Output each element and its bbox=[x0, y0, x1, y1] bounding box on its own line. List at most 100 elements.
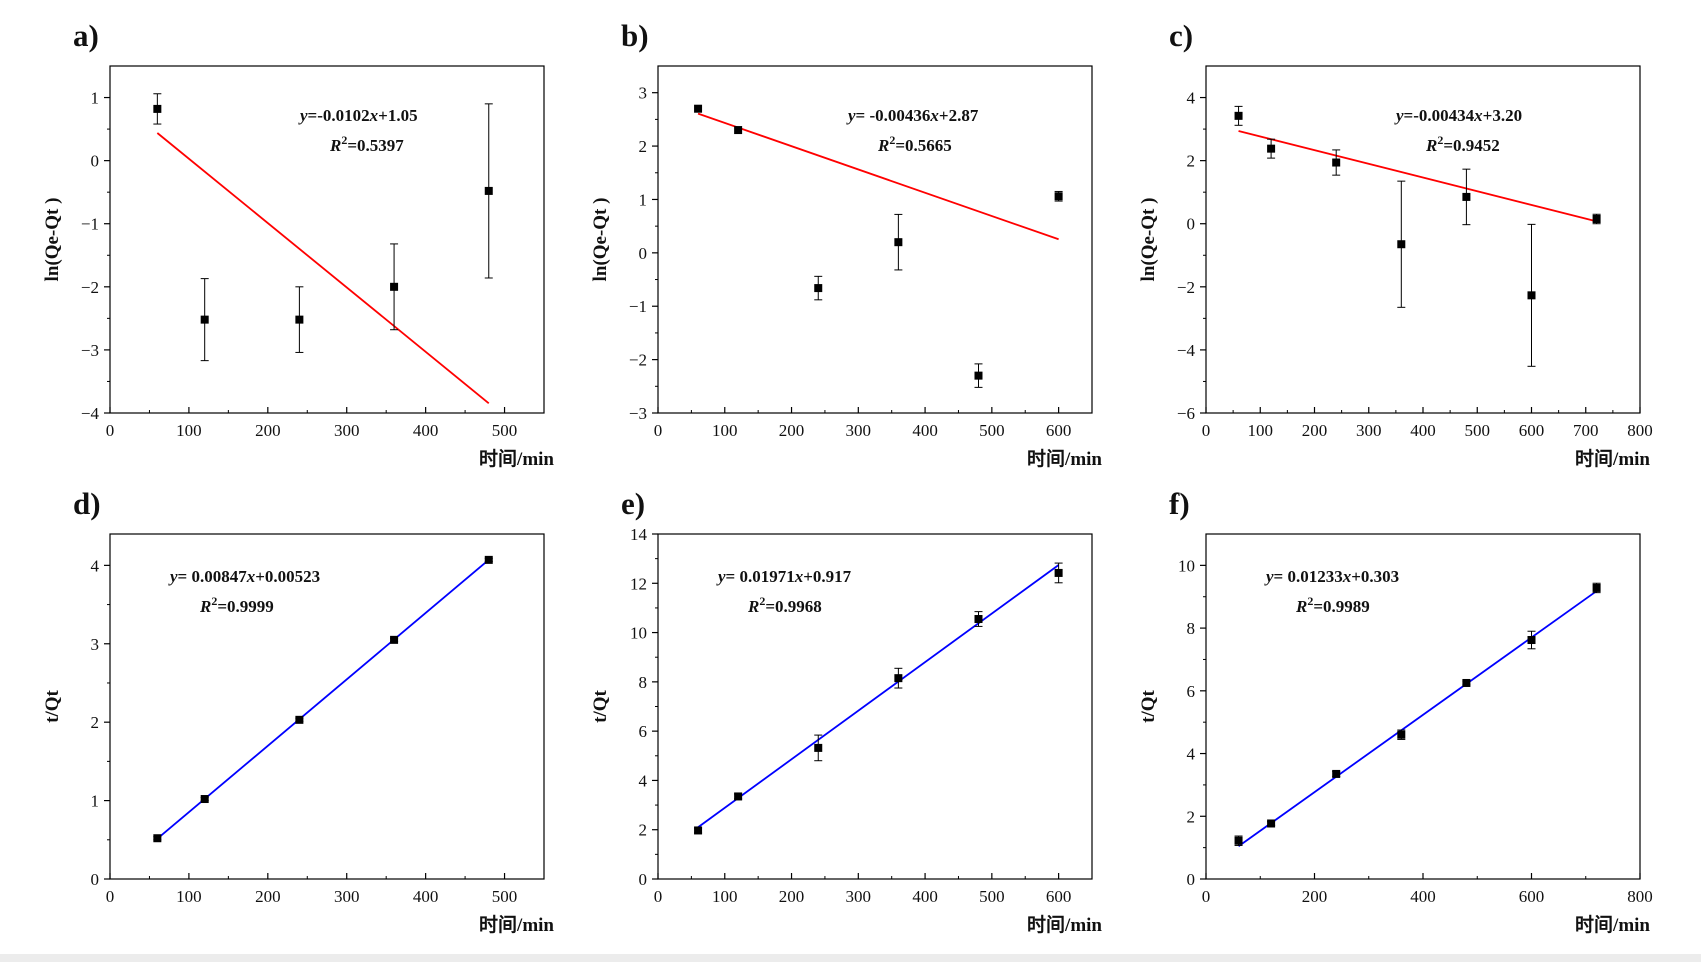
chart-panel: 0 200 400 600 800 10 8 6 4 2 0 f) y= 0.01233x+0.303 R… bbox=[1138, 486, 1653, 936]
x-tick-label: 400 bbox=[413, 887, 439, 906]
x-tick-label: 100 bbox=[176, 887, 202, 906]
x-tick-label: 300 bbox=[334, 887, 360, 906]
r-superscript: 2 bbox=[341, 133, 347, 147]
y-tick-label: 2 bbox=[91, 713, 100, 732]
x-axis-title: 时间/min bbox=[479, 448, 554, 470]
data-point bbox=[390, 635, 399, 644]
data-point bbox=[734, 792, 743, 801]
chart-panel: 0 100 200 300 400 500 600 3 2 1 0 −1 −2 −3 b) y= -0.004… bbox=[590, 18, 1102, 470]
r-label: R bbox=[747, 597, 759, 616]
x-tick-label: 500 bbox=[979, 887, 1005, 906]
x-tick-label: 600 bbox=[1519, 421, 1545, 440]
x-tick-label: 200 bbox=[1302, 887, 1328, 906]
fit-line bbox=[156, 559, 490, 840]
x-tick-label: 0 bbox=[654, 421, 663, 440]
equation-y-label: y bbox=[168, 567, 178, 586]
data-point bbox=[1054, 568, 1063, 577]
equation-y-label: y bbox=[298, 106, 308, 125]
x-tick-label: 700 bbox=[1573, 421, 1599, 440]
r-label: R bbox=[199, 597, 211, 616]
equation-y-label: y bbox=[716, 567, 726, 586]
x-tick-label: 500 bbox=[1465, 421, 1491, 440]
y-tick-label: 3 bbox=[639, 84, 648, 103]
fit-equation: y= 0.01233x+0.303 bbox=[1264, 567, 1399, 586]
x-tick-label: 100 bbox=[712, 421, 738, 440]
equation-y-label: y bbox=[1394, 106, 1404, 125]
data-point bbox=[1267, 819, 1276, 828]
y-tick-label: 3 bbox=[91, 635, 100, 654]
panel-label: f) bbox=[1169, 486, 1190, 521]
r-superscript: 2 bbox=[1437, 133, 1443, 147]
chart-panel: 0 100 200 300 400 500 1 0 −1 −2 −3 −4 a) y=-0.0102x+1… bbox=[42, 18, 554, 470]
y-axis-title: ln(Qe-Qt ) bbox=[42, 198, 63, 282]
x-axis-title: 时间/min bbox=[1575, 914, 1650, 936]
chart-panel: 0 100 200 300 400 500 600 14 12 10 8 6 4 2 0 e) y= 0.019… bbox=[590, 486, 1102, 936]
data-point bbox=[1234, 836, 1243, 845]
y-axis-title: t/Qt bbox=[1138, 689, 1159, 722]
x-tick-label: 500 bbox=[492, 421, 518, 440]
fit-equation: y=-0.00434x+3.20 bbox=[1394, 106, 1522, 125]
y-tick-label: 8 bbox=[639, 673, 648, 692]
panel-label: d) bbox=[73, 486, 101, 521]
data-point bbox=[200, 795, 209, 804]
x-tick-label: 0 bbox=[654, 887, 663, 906]
panel-label: c) bbox=[1169, 18, 1193, 53]
y-tick-label: −1 bbox=[629, 297, 647, 316]
x-tick-label: 800 bbox=[1627, 887, 1653, 906]
r-value: =0.9999 bbox=[217, 597, 273, 616]
fit-line bbox=[156, 132, 490, 404]
data-point bbox=[694, 104, 703, 113]
r-label: R bbox=[1295, 597, 1307, 616]
r-squared: R2=0.9999 bbox=[199, 594, 274, 616]
chart-panel: 0 100 200 300 400 500 4 3 2 1 0 d) y= 0.00847x+0.005… bbox=[42, 486, 554, 936]
equation-slope: = -0.00436 bbox=[856, 106, 931, 125]
data-point bbox=[1397, 730, 1406, 739]
data-point bbox=[1267, 144, 1276, 153]
fit-equation: y= 0.01971x+0.917 bbox=[716, 567, 852, 586]
y-tick-label: 0 bbox=[1187, 215, 1196, 234]
r-value: =0.9989 bbox=[1313, 597, 1369, 616]
r-value: =0.5397 bbox=[347, 136, 404, 155]
data-point bbox=[295, 315, 304, 324]
panel-label: e) bbox=[621, 486, 645, 521]
x-axis-title: 时间/min bbox=[1027, 448, 1102, 470]
y-tick-label: 8 bbox=[1187, 619, 1196, 638]
fit-equation: y=-0.0102x+1.05 bbox=[298, 106, 418, 125]
x-tick-label: 600 bbox=[1519, 887, 1545, 906]
data-point bbox=[894, 674, 903, 683]
equation-slope: =-0.0102 bbox=[308, 106, 370, 125]
data-point bbox=[295, 715, 304, 724]
r-squared: R2=0.5397 bbox=[329, 133, 404, 155]
data-point bbox=[1462, 678, 1471, 687]
data-point bbox=[814, 743, 823, 752]
fit-line bbox=[697, 564, 1060, 828]
data-point bbox=[1592, 583, 1601, 592]
y-tick-label: −4 bbox=[1177, 341, 1196, 360]
data-point bbox=[1054, 192, 1063, 201]
y-tick-label: −1 bbox=[81, 215, 99, 234]
x-tick-label: 200 bbox=[779, 421, 805, 440]
x-tick-label: 500 bbox=[979, 421, 1005, 440]
data-point bbox=[1527, 291, 1536, 300]
data-point bbox=[153, 104, 162, 113]
data-point bbox=[734, 126, 743, 135]
equation-slope: = 0.01233 bbox=[1274, 567, 1343, 586]
equation-x-var: x bbox=[246, 567, 256, 586]
equation-slope: =-0.00434 bbox=[1404, 106, 1475, 125]
x-axis-title: 时间/min bbox=[1575, 448, 1650, 470]
y-tick-label: −4 bbox=[81, 404, 100, 423]
equation-x-var: x bbox=[1342, 567, 1352, 586]
r-label: R bbox=[877, 136, 889, 155]
x-tick-label: 200 bbox=[1302, 421, 1328, 440]
y-tick-label: −6 bbox=[1177, 404, 1195, 423]
y-axis-title: t/Qt bbox=[42, 689, 63, 722]
x-tick-label: 0 bbox=[106, 421, 115, 440]
y-tick-label: 0 bbox=[91, 152, 100, 171]
data-point bbox=[1332, 158, 1341, 167]
y-tick-label: −2 bbox=[81, 278, 99, 297]
data-point bbox=[814, 284, 823, 293]
bottom-strip bbox=[0, 954, 1701, 962]
x-tick-label: 300 bbox=[846, 887, 872, 906]
y-tick-label: 4 bbox=[91, 556, 100, 575]
